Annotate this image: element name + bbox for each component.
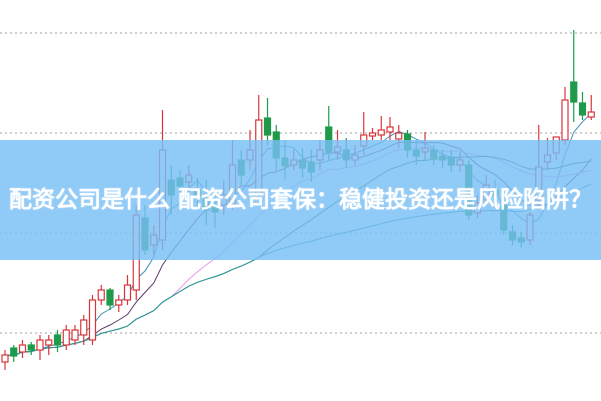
candle-down: [53, 334, 62, 346]
candle-up: [88, 299, 97, 341]
candle-up: [18, 344, 27, 353]
candle-up: [1, 354, 9, 363]
candle-up: [561, 99, 569, 141]
candle-up: [123, 284, 132, 301]
candle-up: [395, 132, 403, 140]
candle-down: [570, 81, 578, 103]
candle-down: [10, 347, 18, 357]
candle-down: [263, 117, 272, 136]
candle-up: [62, 329, 70, 346]
candle-down: [578, 102, 587, 116]
candle-up: [97, 289, 105, 301]
candle-up: [386, 126, 394, 133]
candle-down: [27, 344, 35, 351]
candle-up: [115, 299, 123, 306]
candle-up: [368, 132, 377, 137]
candle-up: [36, 339, 44, 351]
candle-up: [45, 339, 53, 346]
candle-up: [377, 129, 385, 136]
title-banner: 配资公司是什么 配资公司套保：稳健投资还是风险陷阱？: [0, 140, 601, 260]
candle-up: [71, 329, 79, 341]
candle-up: [80, 319, 88, 336]
candle-down: [106, 289, 114, 306]
article-title: 配资公司是什么 配资公司套保：稳健投资还是风险陷阱？: [8, 187, 592, 213]
candle-up: [587, 111, 595, 118]
